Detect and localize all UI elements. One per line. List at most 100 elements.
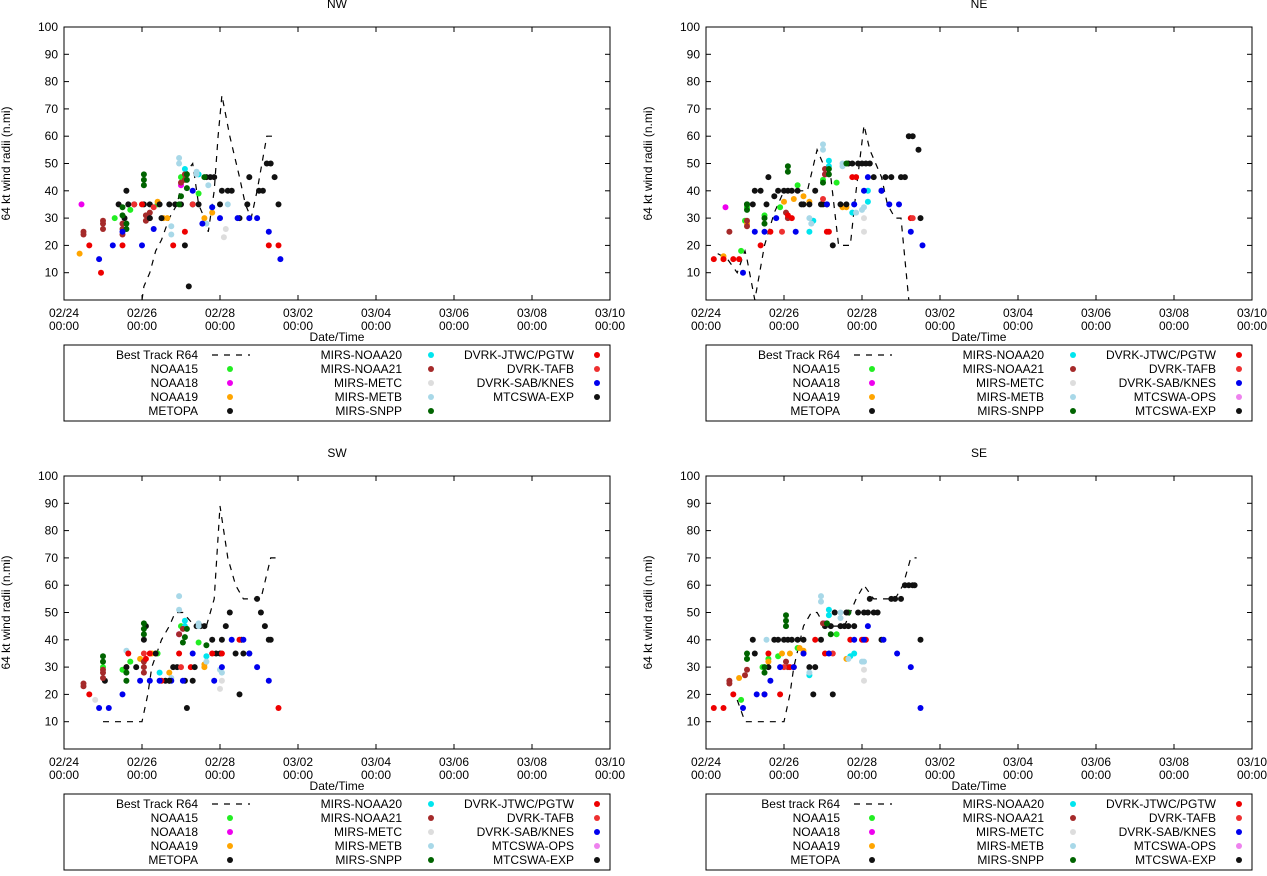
data-point [96, 256, 103, 263]
x-tick-date: 02/28 [847, 755, 877, 769]
data-point [209, 209, 216, 216]
data-point [209, 636, 216, 643]
data-point [864, 198, 871, 205]
data-point [181, 617, 188, 624]
legend-dot-swatch [1070, 815, 1076, 821]
legend-dot-swatch [1070, 380, 1076, 386]
panel-title: NW [327, 0, 348, 11]
data-point [244, 201, 251, 208]
y-axis-label: 64 kt wind radii (n.mi) [641, 106, 655, 220]
data-point [722, 204, 729, 211]
x-axis-label: Date/Time [310, 330, 365, 344]
data-point [119, 242, 126, 249]
data-point [744, 217, 750, 224]
x-tick-time: 00:00 [925, 768, 955, 782]
plot-frame [705, 475, 1253, 750]
x-tick-date: 03/04 [1003, 306, 1033, 320]
legend-dot-swatch [1070, 843, 1076, 849]
data-point [744, 655, 750, 662]
data-point [261, 623, 268, 630]
data-point [818, 593, 824, 600]
x-tick-date: 02/24 [49, 755, 79, 769]
y-tick-label: 30 [687, 211, 701, 225]
data-point [156, 669, 163, 676]
data-point [211, 677, 218, 684]
legend-label: DVRK-JTWC/PGTW [1106, 797, 1217, 811]
y-tick-label: 80 [45, 524, 59, 538]
data-point [178, 664, 184, 671]
y-tick-label: 50 [45, 606, 59, 620]
data-point [763, 636, 770, 643]
x-tick-time: 00:00 [595, 768, 625, 782]
data-point [788, 636, 795, 643]
legend-dot-swatch [1236, 380, 1242, 386]
legend-dot-swatch [227, 408, 233, 414]
data-point [146, 650, 153, 657]
data-point [119, 212, 126, 219]
data-point [265, 242, 272, 249]
legend-dot-swatch [869, 815, 875, 821]
data-point [152, 650, 159, 657]
y-tick-label: 80 [687, 524, 701, 538]
data-point [866, 595, 873, 602]
x-tick-time: 00:00 [49, 768, 79, 782]
legend-dot-swatch [428, 857, 434, 863]
data-point [123, 669, 130, 676]
legend-label: DVRK-SAB/KNES [1119, 376, 1216, 390]
legend-label: MTCSWA-EXP [1135, 404, 1216, 418]
data-point [827, 631, 834, 638]
x-tick-time: 00:00 [769, 319, 799, 333]
data-point [150, 226, 157, 232]
data-point [78, 201, 85, 208]
data-point [228, 187, 235, 194]
x-tick-time: 00:00 [49, 319, 79, 333]
data-point [825, 171, 832, 178]
y-tick-label: 100 [680, 20, 700, 34]
y-tick-label: 70 [45, 551, 59, 565]
x-tick-time: 00:00 [1003, 768, 1033, 782]
data-point [761, 691, 768, 698]
data-point [861, 658, 867, 665]
data-point [158, 215, 165, 222]
data-point [222, 226, 229, 232]
x-tick-date: 02/24 [691, 755, 721, 769]
x-tick-time: 00:00 [283, 768, 313, 782]
data-point [820, 179, 826, 186]
data-point [843, 160, 850, 167]
data-point [191, 664, 198, 671]
data-point [864, 623, 871, 630]
x-tick-date: 03/02 [925, 755, 955, 769]
series-mtcswa-exp [146, 201, 163, 222]
data-point [80, 231, 87, 238]
data-point [823, 620, 830, 627]
data-point [874, 609, 881, 616]
data-point [744, 650, 750, 657]
data-point [851, 650, 858, 657]
data-point [833, 631, 840, 638]
data-point [736, 256, 743, 263]
data-point [784, 168, 791, 175]
data-point [783, 623, 789, 630]
data-point [228, 636, 235, 643]
x-tick-time: 00:00 [439, 768, 469, 782]
data-point [123, 677, 130, 684]
series-mtcswa-exp [166, 664, 243, 698]
data-point [820, 146, 826, 153]
legend-dot-swatch [1070, 352, 1076, 358]
data-point [201, 623, 208, 630]
legend-dot-swatch [869, 857, 875, 863]
y-tick-label: 20 [687, 238, 701, 252]
legend-label: NOAA19 [793, 839, 841, 853]
data-point [786, 650, 793, 657]
x-axis-label: Date/Time [310, 779, 365, 793]
x-tick-time: 00:00 [361, 319, 391, 333]
data-point [254, 664, 261, 671]
series-dvrk-jtwc-pgtw [86, 636, 282, 711]
data-point [96, 705, 103, 711]
data-point [765, 174, 772, 181]
series-dvrk-tafb [131, 201, 196, 211]
y-tick-label: 50 [687, 606, 701, 620]
legend-label: MTCSWA-EXP [1135, 853, 1216, 867]
data-point [203, 658, 210, 665]
